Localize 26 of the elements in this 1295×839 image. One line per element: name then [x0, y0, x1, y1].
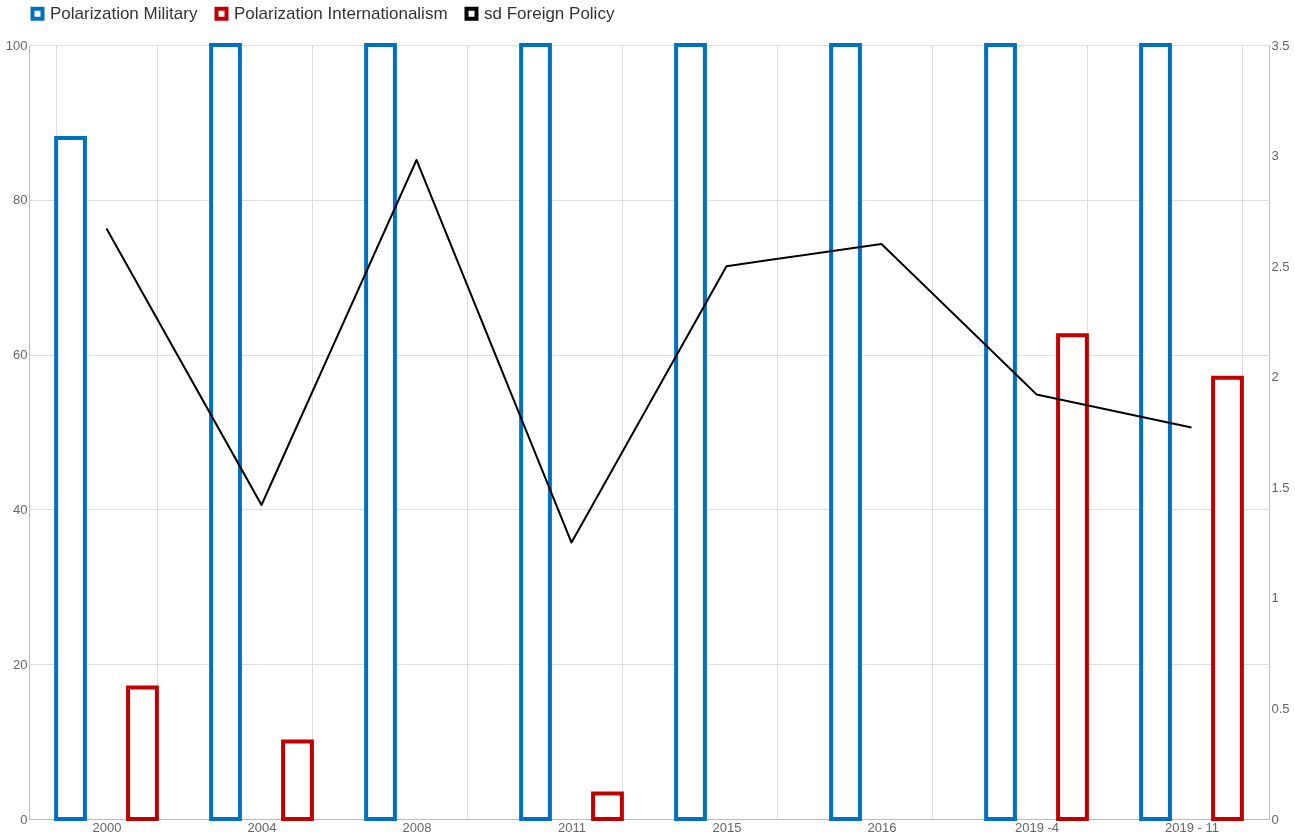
y2-tick-label: 2 — [1271, 369, 1279, 385]
y-tick-label: 60 — [13, 347, 28, 363]
y2-tick-label: 3 — [1271, 148, 1279, 164]
y-tick-label: 80 — [13, 192, 28, 208]
legend-label: Polarization Military — [50, 3, 198, 23]
y2-tick-label: 2.5 — [1271, 258, 1290, 274]
line-series — [105, 158, 1193, 544]
y-tick-label: 0 — [20, 811, 28, 827]
legend-label: sd Foreign Policy — [484, 3, 615, 23]
y2-tick-label: 0 — [1271, 811, 1279, 827]
x-tick-label: 2011 — [558, 819, 586, 835]
y-tick-label: 100 — [5, 37, 28, 53]
y2-tick-label: 3.5 — [1271, 37, 1290, 53]
y2-tick-label: 1.5 — [1271, 479, 1290, 495]
x-tick-label: 2016 — [867, 819, 897, 835]
x-tick-label: 2008 — [402, 819, 432, 835]
x-tick-label: 2015 — [712, 819, 742, 835]
y-tick-label: 40 — [13, 501, 28, 517]
y-tick-label: 20 — [13, 656, 28, 672]
y2-tick-label: 1 — [1271, 590, 1279, 606]
legend-label: Polarization Internationalism — [234, 3, 448, 23]
x-tick-label: 2004 — [247, 819, 277, 835]
x-tick-label: 2019 -4 — [1014, 819, 1060, 835]
x-tick-label: 2019 - 11 — [1165, 819, 1219, 835]
x-tick-label: 2000 — [92, 819, 122, 835]
y2-tick-label: 0.5 — [1271, 700, 1290, 716]
